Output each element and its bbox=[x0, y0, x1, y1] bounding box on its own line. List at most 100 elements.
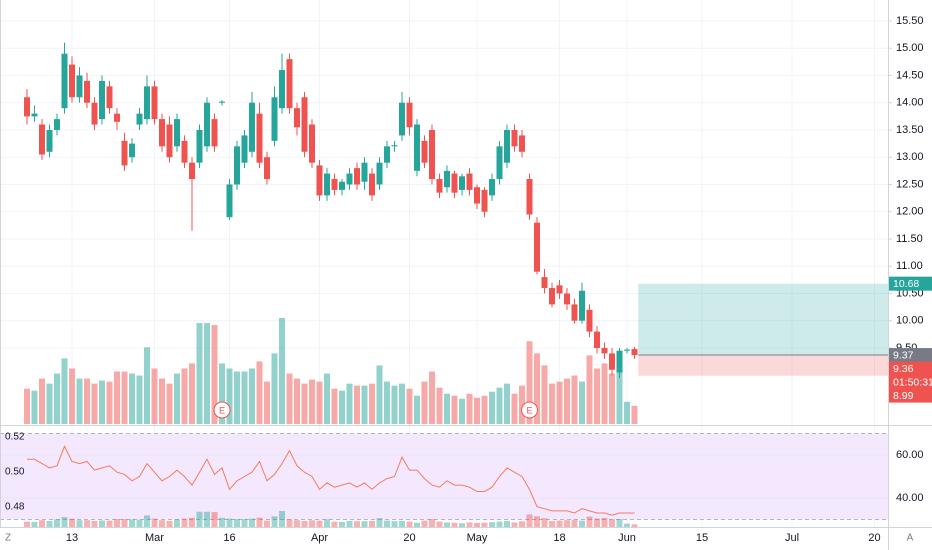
candle-body bbox=[31, 113, 38, 117]
candle-body bbox=[294, 108, 300, 128]
lower-volume-bar bbox=[429, 519, 435, 527]
lower-volume-bar bbox=[84, 520, 90, 527]
volume-bar bbox=[166, 383, 173, 424]
lower-volume-bar bbox=[114, 519, 120, 527]
volume-bar bbox=[121, 371, 128, 424]
lower-volume-bar bbox=[331, 521, 338, 527]
lower-volume-bar bbox=[624, 523, 630, 527]
candle-body bbox=[399, 102, 405, 136]
lower-volume-bar bbox=[211, 512, 218, 527]
volume-bar bbox=[84, 378, 90, 424]
volume-bar bbox=[534, 353, 540, 424]
candle-body bbox=[121, 140, 128, 166]
candle-body bbox=[331, 179, 338, 190]
volume-bar bbox=[489, 391, 495, 424]
volume-bar bbox=[129, 373, 135, 424]
volume-bar bbox=[616, 371, 623, 424]
lower-volume-bar bbox=[264, 520, 270, 527]
lower-volume-bar bbox=[579, 520, 585, 527]
lower-volume-bar bbox=[129, 519, 135, 527]
lower-volume-bar bbox=[316, 520, 323, 527]
y-tick-label: 10.00 bbox=[896, 315, 924, 327]
lower-volume-bar bbox=[189, 517, 195, 527]
lower-volume-bar bbox=[174, 519, 180, 527]
candle-body bbox=[114, 113, 120, 122]
candle-body bbox=[309, 124, 315, 163]
lower-volume-bar bbox=[271, 516, 278, 527]
candle-body bbox=[76, 75, 83, 98]
volume-bar bbox=[564, 378, 570, 424]
candle-body bbox=[166, 124, 173, 158]
volume-bar bbox=[219, 363, 225, 424]
volume-bar bbox=[504, 383, 510, 424]
lower-volume-bar bbox=[24, 521, 30, 527]
lower-volume-bar bbox=[279, 511, 285, 527]
volume-bar bbox=[174, 373, 180, 424]
x-tick-label: Mar bbox=[145, 532, 164, 544]
candle-body bbox=[601, 347, 608, 354]
candle-body bbox=[631, 349, 638, 356]
volume-bar bbox=[309, 379, 315, 424]
lower-volume-bar bbox=[286, 519, 293, 527]
volume-bar bbox=[444, 393, 450, 424]
volume-bar bbox=[189, 363, 195, 424]
lower-volume-bar bbox=[121, 519, 128, 527]
volume-bar bbox=[594, 368, 600, 424]
lower-volume-bar bbox=[459, 523, 465, 527]
candle-body bbox=[144, 86, 150, 120]
candle-body bbox=[406, 102, 413, 128]
candle-body bbox=[369, 173, 375, 196]
rsi-line bbox=[27, 445, 635, 516]
candle-body bbox=[586, 309, 593, 332]
lower-volume-bar bbox=[339, 521, 345, 527]
lower-volume-bar bbox=[346, 520, 353, 527]
lower-volume-bar bbox=[301, 520, 308, 527]
candle-body bbox=[571, 304, 578, 321]
axis-layer: 13 Mar 16 Apr 20 May 18 Jun 15 Jul 209.5010.0010.5… bbox=[5, 15, 932, 544]
candle-body bbox=[54, 119, 60, 130]
lower-volume-bar bbox=[361, 521, 368, 527]
y-tick-label: 13.00 bbox=[896, 151, 924, 163]
volume-bar bbox=[144, 347, 150, 424]
candle-body bbox=[414, 124, 420, 171]
lower-volume-bar bbox=[616, 519, 623, 527]
candle-body bbox=[564, 293, 570, 305]
lower-volume-bar bbox=[106, 520, 113, 527]
volume-bar bbox=[361, 385, 368, 424]
volume-bar bbox=[91, 383, 98, 424]
candle-body bbox=[376, 162, 383, 185]
volume-bar bbox=[286, 373, 293, 424]
lower-volume-bar bbox=[256, 517, 263, 527]
lower-volume-bar bbox=[406, 521, 413, 527]
volume-bar bbox=[406, 388, 413, 424]
candle-body bbox=[91, 102, 98, 125]
volume-bar bbox=[339, 390, 345, 424]
lower-volume-bar bbox=[571, 519, 578, 527]
lower-volume-bar bbox=[99, 520, 105, 527]
x-tick-label: 20 bbox=[403, 532, 415, 544]
lower-volume-bar bbox=[631, 524, 638, 527]
lower-volume-bar bbox=[31, 521, 38, 527]
volume-bar bbox=[31, 390, 38, 424]
lower-volume-bar bbox=[159, 520, 165, 527]
rsi-band bbox=[0, 433, 888, 520]
lower-volume-bar bbox=[564, 520, 570, 527]
lower-volume-bar bbox=[91, 520, 98, 527]
y-tick-label: 13.50 bbox=[896, 124, 924, 136]
event-label: E bbox=[526, 405, 532, 415]
timezone-button[interactable]: Z bbox=[5, 533, 11, 544]
volume-bar bbox=[24, 388, 30, 424]
lower-volume-bar bbox=[466, 522, 473, 527]
volume-bar bbox=[624, 401, 630, 424]
volume-bar bbox=[526, 341, 533, 424]
volume-bar bbox=[99, 380, 105, 424]
lower-volume-bar bbox=[421, 520, 428, 527]
price-label-box bbox=[889, 388, 932, 403]
volume-bar bbox=[46, 383, 53, 424]
lower-volume-bar bbox=[391, 521, 398, 527]
auto-scale-button[interactable]: A bbox=[907, 533, 914, 544]
candle-body bbox=[436, 179, 443, 193]
volume-bar bbox=[541, 365, 548, 424]
